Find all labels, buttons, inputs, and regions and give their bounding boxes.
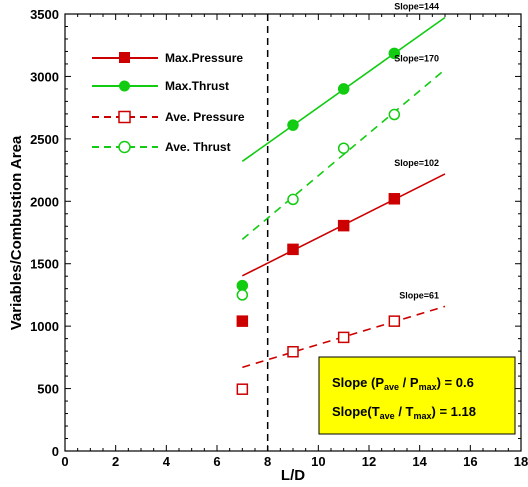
data-point-max-thrust [236, 279, 249, 292]
slope-label-max-pressure: Slope=102 [394, 158, 439, 168]
series-layer: Slope=102 Slope=144 Slope=61 Slope=170 [236, 1, 446, 451]
legend-marker-ave-thrust [118, 140, 131, 154]
fit-line-ave-thrust [241, 68, 446, 240]
x-tick-label: 8 [264, 454, 271, 469]
data-point-max-pressure [287, 243, 299, 256]
data-point-max-pressure [337, 219, 350, 232]
legend-marker-ave-pressure [118, 110, 131, 124]
annotation-box-background [318, 356, 516, 435]
data-point-max-thrust [287, 119, 299, 131]
x-axis-title: L/D [281, 467, 305, 484]
x-tick-label: 14 [412, 454, 427, 469]
slope-label-max-thrust: Slope=144 [394, 1, 439, 11]
data-point-ave-pressure [337, 331, 350, 344]
legend-label-ave-thrust: Ave. Thrust [165, 140, 231, 154]
data-point-ave-thrust [388, 108, 401, 121]
slope-label-ave-pressure: Slope=61 [399, 290, 439, 300]
data-point-ave-thrust [236, 289, 249, 301]
y-tick-label: 500 [37, 382, 59, 397]
annotation-line-2: Slope(Tave / Tmax) = 1.18 [332, 404, 476, 421]
data-point-ave-pressure [287, 345, 299, 358]
x-tick-label: 2 [112, 454, 119, 469]
x-tick-label: 18 [514, 454, 528, 469]
data-point-max-thrust [388, 47, 401, 60]
x-tick-label: 4 [163, 454, 171, 469]
data-point-ave-pressure [236, 383, 249, 395]
data-point-ave-pressure [388, 315, 401, 327]
axes-layer: 0 2 4 6 8 10 12 14 16 18 0 500 1000 1500 2000 2500 3000 3… [30, 7, 528, 469]
data-point-max-thrust [337, 83, 350, 95]
y-axis-title: Variables/Combustion Area [8, 135, 25, 330]
data-point-ave-thrust [287, 193, 299, 206]
annotation-line-1: Slope (Pave / Pmax) = 0.6 [332, 375, 474, 392]
data-point-max-pressure [236, 315, 249, 327]
legend-label-max-pressure: Max.Pressure [165, 51, 243, 65]
y-tick-label: 1500 [30, 257, 59, 272]
x-tick-label: 16 [463, 454, 477, 469]
x-tick-label: 6 [213, 454, 220, 469]
legend-label-max-thrust: Max.Thrust [165, 79, 229, 93]
y-tick-label: 3000 [30, 69, 59, 84]
data-point-ave-thrust [337, 142, 350, 154]
x-tick-label: 0 [61, 454, 68, 469]
y-tick-label: 2000 [30, 194, 59, 209]
y-tick-label: 1000 [30, 319, 59, 334]
legend-label-ave-pressure: Ave. Pressure [165, 110, 245, 124]
x-tick-label: 10 [311, 454, 325, 469]
y-tick-label: 0 [52, 444, 59, 459]
legend-marker-max-pressure [119, 52, 130, 63]
y-tick-label: 3500 [30, 7, 59, 22]
y-tick-label: 2500 [30, 132, 59, 147]
slope-label-ave-thrust: Slope=170 [394, 54, 439, 64]
legend-marker-max-thrust [119, 80, 130, 92]
data-point-max-pressure [388, 193, 401, 205]
legend: Max.Pressure Max.Thrust Ave. Pressure Av… [92, 51, 245, 154]
annotation-box: Slope (Pave / Pmax) = 0.6 Slope(Tave / T… [318, 356, 516, 435]
x-tick-label: 12 [362, 454, 376, 469]
